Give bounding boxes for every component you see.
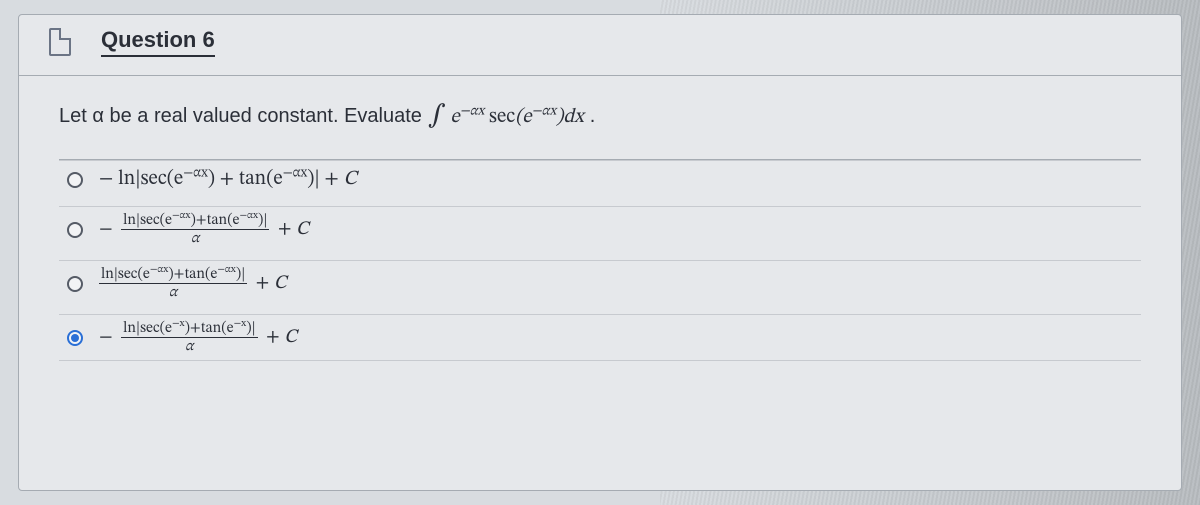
radio-a[interactable] [67,172,83,188]
prompt-integral: ∫ e−αx sec(e−αx)dx [428,100,584,133]
question-number: Question 6 [101,27,215,57]
prompt-text-prefix: Let α be a real valued constant. Evaluat… [59,105,422,128]
options-list: − ln|sec(e−αx) + tan(e−αx)| + C − ln|sec… [59,160,1141,361]
radio-d[interactable] [67,330,83,346]
prompt-text-suffix: . [590,105,596,128]
option-c-math: ln|sec(e−αx)+tan(e−αx)| α + C [99,267,287,300]
option-d-math: − ln|sec(e−x)+tan(e−x)| α + C [99,321,297,354]
question-prompt: Let α be a real valued constant. Evaluat… [59,100,1141,133]
radio-b[interactable] [67,222,83,238]
option-b[interactable]: − ln|sec(e−αx)+tan(e−αx)| α + C [59,206,1141,252]
option-a-math: − ln|sec(e−αx) + tan(e−αx)| + C [99,167,357,192]
question-body: Let α be a real valued constant. Evaluat… [19,76,1181,379]
option-b-math: − ln|sec(e−αx)+tan(e−αx)| α + C [99,213,309,246]
page-icon [49,28,71,56]
option-c[interactable]: ln|sec(e−αx)+tan(e−αx)| α + C [59,260,1141,306]
option-a[interactable]: − ln|sec(e−αx) + tan(e−αx)| + C [59,160,1141,198]
question-card: Question 6 Let α be a real valued consta… [18,14,1182,491]
option-d[interactable]: − ln|sec(e−x)+tan(e−x)| α + C [59,314,1141,361]
radio-c[interactable] [67,276,83,292]
question-header: Question 6 [19,15,1181,69]
